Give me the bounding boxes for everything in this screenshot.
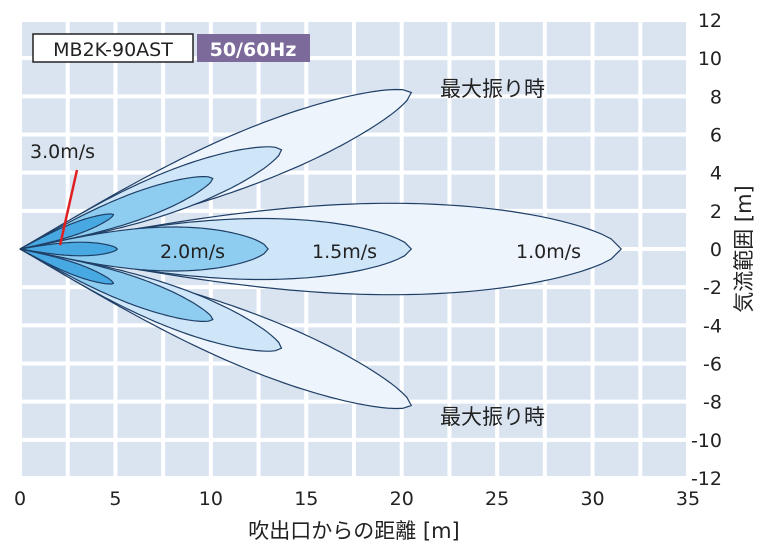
y-tick-label: 4 [710, 163, 722, 185]
y-tick-label: 10 [698, 48, 722, 70]
y-tick-label: 6 [710, 125, 722, 147]
y-axis-label: 気流範囲 [m] [732, 185, 756, 313]
y-tick-label: -4 [703, 315, 722, 337]
x-tick-label: 5 [109, 488, 121, 510]
x-tick-label: 25 [485, 488, 509, 510]
y-tick-label: 12 [698, 10, 722, 32]
x-tick-label: 35 [676, 488, 700, 510]
speed-label-1-0: 1.0m/s [516, 241, 581, 263]
y-tick-label: 8 [710, 86, 722, 108]
max-swing-label-upper: 最大振り時 [440, 77, 545, 101]
contours [19, 88, 623, 410]
y-tick-label: -10 [691, 430, 722, 452]
model-box [32, 33, 194, 63]
contour-3-0m-s [19, 241, 119, 257]
speed-pointer-line [58, 169, 79, 246]
x-tick-label: 30 [580, 488, 604, 510]
x-tick-label: 10 [199, 488, 223, 510]
x-tick-label: 15 [294, 488, 318, 510]
y-tick-label: 2 [710, 201, 722, 223]
frequency-badge [197, 34, 310, 62]
contour-3-0m-s-max-swing-up [19, 213, 115, 250]
contour-2-0m-s [19, 226, 269, 272]
y-tick-label: -6 [703, 354, 722, 376]
y-tick-label: -2 [703, 277, 722, 299]
x-tick-label: 20 [390, 488, 414, 510]
y-tick-label: 0 [710, 239, 722, 261]
x-tick-labels: 0 5 10 15 20 25 30 35 [14, 488, 700, 510]
speed-label-1-5: 1.5m/s [312, 241, 377, 263]
y-tick-label: -12 [691, 468, 722, 490]
y-tick-label: -8 [703, 392, 722, 414]
speed-label-2-0: 2.0m/s [160, 241, 225, 263]
model-label: MB2K-90AST [53, 39, 173, 61]
y-tick-labels: 12 10 8 6 4 2 0 -2 -4 -6 -8 -10 -12 [691, 10, 722, 490]
x-tick-label: 0 [14, 488, 26, 510]
contour-3-0m-s-max-swing-down [19, 248, 115, 285]
x-axis-label: 吹出口からの距離 [m] [248, 519, 460, 543]
max-swing-label-lower: 最大振り時 [440, 405, 545, 429]
speed-label-3-0: 3.0m/s [30, 141, 95, 163]
frequency-label: 50/60Hz [210, 39, 297, 61]
